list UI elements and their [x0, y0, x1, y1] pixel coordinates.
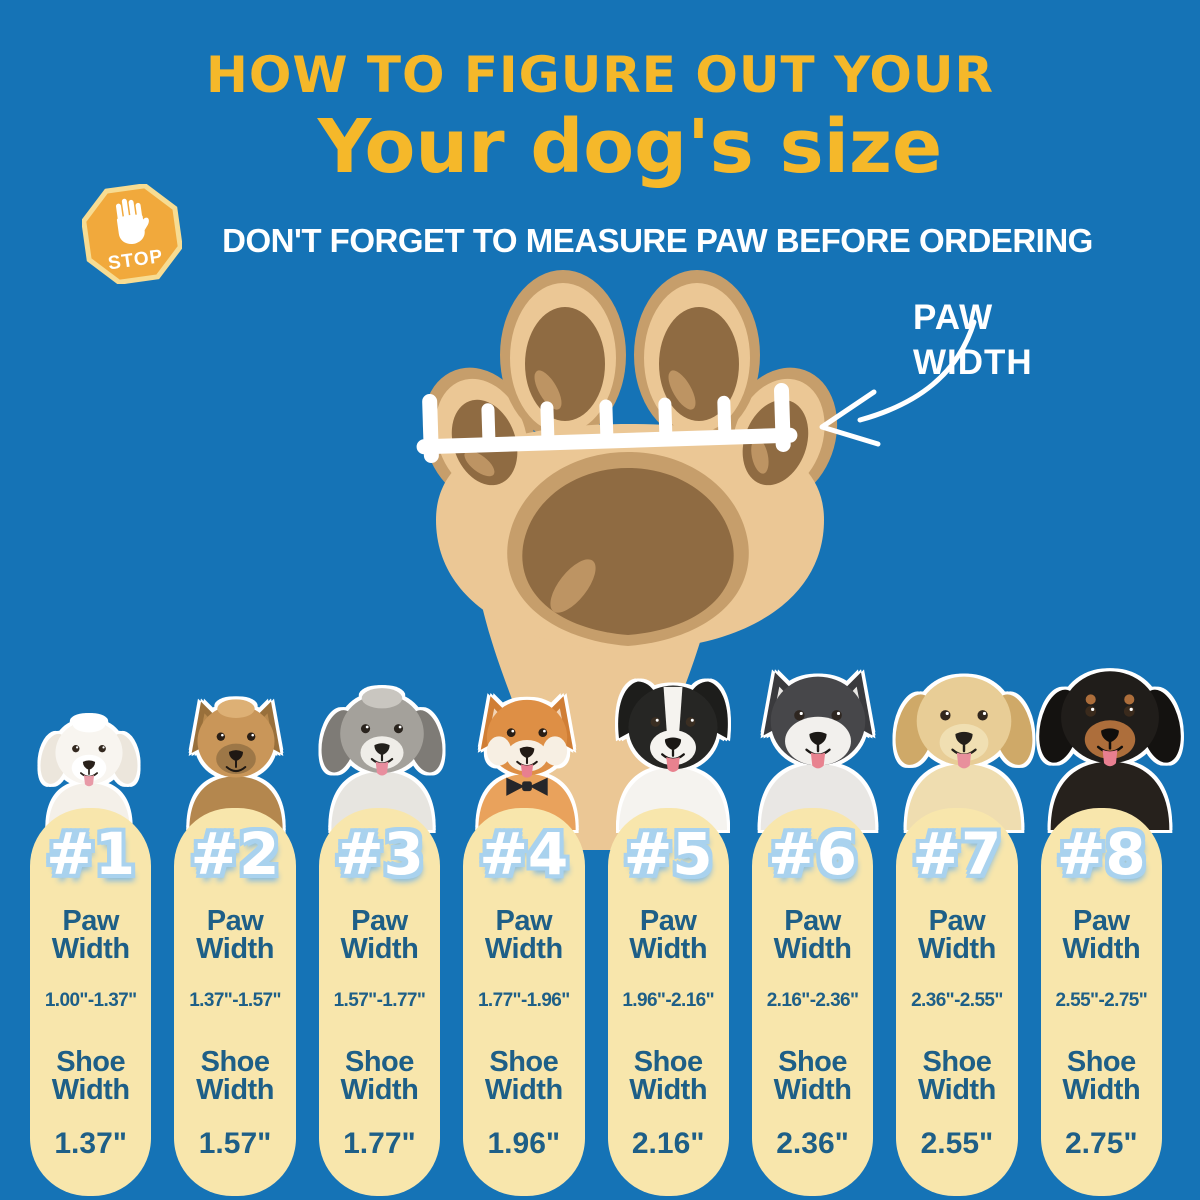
paw-width-callout: PAW WIDTH	[913, 296, 1033, 386]
paw-width-range: 2.36"-2.55"	[911, 989, 1003, 1011]
paw-width-callout-line2: WIDTH	[913, 342, 1033, 382]
paw-width-label: Paw Width	[340, 904, 419, 966]
shoe-width-value: 1.96"	[487, 1126, 561, 1160]
shoe-width-value: 1.37"	[54, 1126, 127, 1160]
paw-width-range: 1.96"-2.16"	[622, 989, 715, 1011]
shoe-width-value: 1.57"	[198, 1126, 272, 1160]
paw-width-range: 1.37"-1.57"	[189, 989, 281, 1011]
size-card-2: #2 Paw Width 1.37"-1.57" Shoe Width 1.57…	[174, 808, 296, 1196]
paw-width-label: Paw Width	[918, 904, 996, 966]
paw-width-range: 2.55"-2.75"	[1055, 989, 1148, 1011]
stop-sign-icon: STOP	[81, 183, 183, 285]
size-card-4: #4 Paw Width 1.77"-1.96" Shoe Width 1.96…	[463, 808, 585, 1196]
shoe-width-label: Shoe Width	[196, 1045, 274, 1107]
shoe-width-label: Shoe Width	[773, 1045, 852, 1107]
shoe-width-value: 2.16"	[631, 1126, 705, 1160]
shoe-width-label: Shoe Width	[918, 1045, 996, 1107]
dog-photo-husky	[732, 658, 904, 830]
size-card-8: #8 Paw Width 2.55"-2.75" Shoe Width 2.75…	[1040, 808, 1162, 1196]
paw-width-label: Paw Width	[1062, 904, 1141, 966]
size-number: #5	[623, 820, 713, 888]
shoe-width-label: Shoe Width	[629, 1045, 708, 1107]
page-title-line1: HOW TO FIGURE OUT YOUR	[205, 46, 995, 104]
dog-photo-rottweiler	[1021, 652, 1199, 830]
dog-photo-border-collie	[592, 668, 754, 830]
paw-width-range: 1.57"-1.77"	[333, 989, 426, 1011]
paw-width-label: Paw Width	[484, 904, 563, 966]
size-number: #8	[1056, 820, 1146, 888]
paw-width-label: Paw Width	[629, 904, 708, 966]
page-title-line2: Your dog's size	[317, 104, 943, 190]
shoe-width-label: Shoe Width	[340, 1045, 419, 1107]
shoe-width-value: 2.55"	[920, 1126, 994, 1160]
paw-width-label: Paw Width	[196, 904, 274, 966]
paw-width-callout-line1: PAW	[913, 298, 994, 337]
size-number: #1	[46, 820, 136, 888]
size-number: #7	[912, 820, 1002, 888]
size-card-5: #5 Paw Width 1.96"-2.16" Shoe Width 2.16…	[607, 808, 729, 1196]
shoe-width-value: 1.77"	[343, 1126, 416, 1160]
paw-width-range: 1.00"-1.37"	[44, 989, 137, 1011]
size-card-1: #1 Paw Width 1.00"-1.37" Shoe Width 1.37…	[30, 808, 152, 1196]
size-card-6: #6 Paw Width 2.16"-2.36" Shoe Width 2.36…	[751, 808, 874, 1196]
shoe-width-value: 2.75"	[1065, 1126, 1138, 1160]
shoe-width-label: Shoe Width	[1062, 1045, 1141, 1107]
paw-width-label: Paw Width	[773, 904, 852, 966]
shoe-width-label: Shoe Width	[484, 1045, 563, 1107]
shoe-width-value: 2.36"	[776, 1126, 849, 1160]
paw-width-range: 2.16"-2.36"	[766, 989, 859, 1011]
shoe-width-label: Shoe Width	[51, 1045, 130, 1107]
paw-width-range: 1.77"-1.96"	[477, 989, 570, 1011]
measure-warning-text: DON'T FORGET TO MEASURE PAW BEFORE ORDER…	[222, 222, 1093, 259]
size-number: #3	[334, 820, 424, 888]
size-chart: #1 Paw Width 1.00"-1.37" Shoe Width 1.37…	[30, 808, 1162, 1196]
size-card-7: #7 Paw Width 2.36"-2.55" Shoe Width 2.55…	[896, 808, 1018, 1196]
paw-ruler-icon	[416, 382, 798, 464]
size-number: #2	[190, 820, 280, 888]
paw-width-label: Paw Width	[51, 904, 130, 966]
hand-icon	[115, 198, 149, 245]
size-number: #4	[479, 820, 569, 888]
size-card-3: #3 Paw Width 1.57"-1.77" Shoe Width 1.77…	[318, 808, 441, 1196]
size-number: #6	[768, 820, 858, 888]
